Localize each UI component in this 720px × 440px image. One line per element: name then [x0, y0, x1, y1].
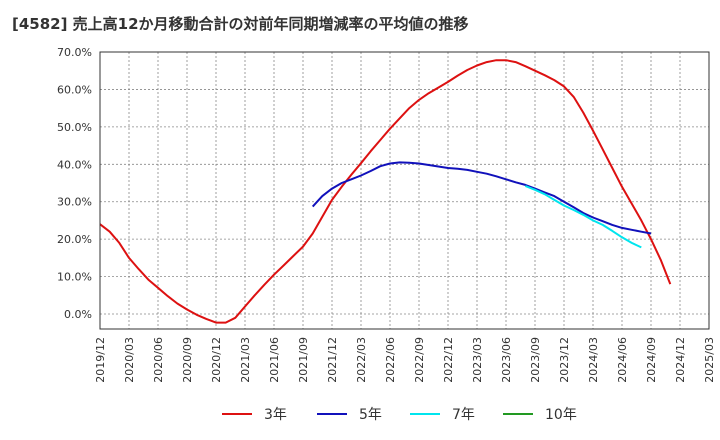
y-axis-ticks: 0.0% 10.0% 20.0% 30.0% 40.0% 50.0% 60.0% 70.0% — [57, 46, 92, 321]
x-tick-label: 2021/12 — [326, 337, 339, 383]
x-tick-label: 2019/12 — [94, 337, 107, 383]
series-lines — [99, 59, 672, 324]
y-tick-label: 40.0% — [57, 158, 92, 171]
x-tick-label: 2024/12 — [674, 337, 687, 383]
x-tick-label: 2022/12 — [442, 337, 455, 383]
x-tick-label: 2023/09 — [529, 337, 542, 383]
series-line-3年 — [99, 59, 672, 324]
x-tick-label: 2020/09 — [181, 337, 194, 383]
legend-label: 10年 — [545, 407, 577, 423]
series-line-7年 — [524, 185, 642, 249]
x-tick-label: 2022/03 — [355, 337, 368, 383]
plot-background — [100, 52, 709, 329]
x-tick-label: 2021/09 — [297, 337, 310, 383]
legend-label: 5年 — [359, 407, 382, 423]
x-axis-ticks: 2019/12 2020/03 2020/06 2020/09 2020/12 2021/… — [94, 337, 716, 383]
x-tick-label: 2025/03 — [703, 337, 716, 383]
x-tick-label: 2020/12 — [210, 337, 223, 383]
y-tick-label: 30.0% — [57, 196, 92, 209]
x-tick-label: 2022/09 — [413, 337, 426, 383]
plot-frame — [99, 51, 710, 330]
legend-label: 3年 — [264, 407, 287, 423]
x-tick-label: 2020/06 — [152, 337, 165, 383]
x-tick-label: 2023/12 — [558, 337, 571, 383]
y-tick-label: 10.0% — [57, 271, 92, 284]
y-tick-label: 0.0% — [64, 308, 92, 321]
y-tick-label: 50.0% — [57, 121, 92, 134]
x-tick-label: 2021/03 — [239, 337, 252, 383]
y-tick-label: 60.0% — [57, 83, 92, 96]
x-tick-label: 2024/06 — [616, 337, 629, 383]
x-tick-label: 2023/03 — [471, 337, 484, 383]
x-tick-label: 2024/03 — [587, 337, 600, 383]
x-tick-label: 2024/09 — [645, 337, 658, 383]
x-tick-label: 2023/06 — [500, 337, 513, 383]
legend: 3年 5年 7年 10年 — [222, 407, 577, 423]
legend-label: 7年 — [452, 407, 475, 423]
x-tick-label: 2020/03 — [123, 337, 136, 383]
series-line-5年 — [311, 161, 652, 235]
chart-title: [4582] 売上高12か月移動合計の対前年同期増減率の平均値の推移 — [12, 15, 469, 33]
x-tick-label: 2022/06 — [384, 337, 397, 383]
y-tick-label: 70.0% — [57, 46, 92, 59]
y-tick-label: 20.0% — [57, 233, 92, 246]
x-tick-label: 2021/06 — [268, 337, 281, 383]
